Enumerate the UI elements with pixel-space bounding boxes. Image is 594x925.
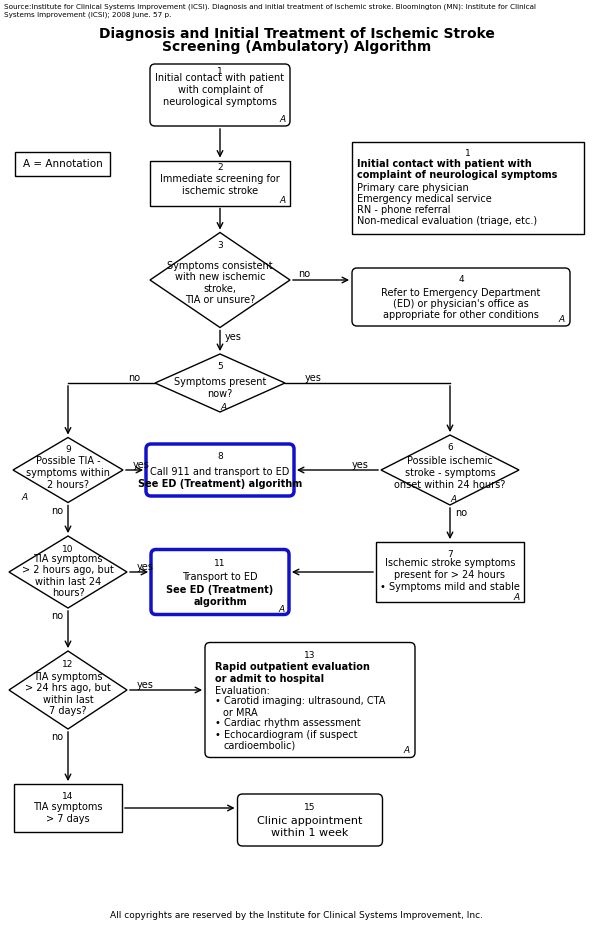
Text: Clinic appointment
within 1 week: Clinic appointment within 1 week: [257, 816, 363, 838]
FancyBboxPatch shape: [238, 794, 383, 846]
Text: Symptoms consistent
with new ischemic
stroke,
TIA or unsure?: Symptoms consistent with new ischemic st…: [167, 261, 273, 305]
Text: TIA symptoms
> 2 hours ago, but
within last 24
hours?: TIA symptoms > 2 hours ago, but within l…: [22, 553, 114, 598]
Text: A: A: [279, 605, 285, 614]
Text: A: A: [280, 196, 286, 205]
Text: See ED (Treatment) algorithm: See ED (Treatment) algorithm: [138, 479, 302, 489]
Polygon shape: [155, 354, 285, 412]
Text: Diagnosis and Initial Treatment of Ischemic Stroke: Diagnosis and Initial Treatment of Ische…: [99, 27, 495, 41]
Text: cardioembolic): cardioembolic): [223, 741, 295, 750]
Text: 8: 8: [217, 452, 223, 461]
Text: 12: 12: [62, 660, 74, 669]
Text: A = Annotation: A = Annotation: [23, 159, 102, 169]
Text: • Carotid imaging: ultrasound, CTA: • Carotid imaging: ultrasound, CTA: [215, 697, 386, 707]
Text: (ED) or physician's office as: (ED) or physician's office as: [393, 299, 529, 309]
Text: 6: 6: [447, 443, 453, 452]
Polygon shape: [9, 651, 127, 729]
Text: Transport to ED: Transport to ED: [182, 572, 258, 582]
Text: Rapid outpatient evaluation: Rapid outpatient evaluation: [215, 662, 370, 672]
Text: Initial contact with patient
with complaint of
neurological symptoms: Initial contact with patient with compla…: [156, 73, 285, 106]
Text: A: A: [451, 496, 457, 504]
Text: no: no: [51, 611, 63, 621]
Text: 7: 7: [447, 550, 453, 559]
FancyBboxPatch shape: [151, 549, 289, 614]
Bar: [352, 142, 584, 234]
Text: algorithm: algorithm: [193, 597, 247, 607]
Text: yes: yes: [137, 680, 154, 690]
Text: Ischemic stroke symptoms
present for > 24 hours
• Symptoms mild and stable: Ischemic stroke symptoms present for > 2…: [380, 559, 520, 592]
Bar: [14, 784, 122, 832]
Text: yes: yes: [137, 562, 154, 572]
Polygon shape: [13, 438, 123, 502]
Text: yes: yes: [225, 332, 242, 342]
Text: A: A: [280, 116, 286, 125]
Text: or MRA: or MRA: [223, 708, 258, 718]
Text: • Cardiac rhythm assessment: • Cardiac rhythm assessment: [215, 719, 361, 729]
Text: All copyrights are reserved by the Institute for Clinical Systems Improvement, I: All copyrights are reserved by the Insti…: [110, 910, 484, 919]
Text: Evaluation:: Evaluation:: [215, 685, 270, 696]
Text: 10: 10: [62, 545, 74, 554]
Text: A: A: [404, 746, 410, 755]
Text: 5: 5: [217, 362, 223, 371]
Text: yes: yes: [352, 460, 369, 470]
Bar: [150, 161, 290, 205]
Text: A: A: [514, 593, 520, 601]
Text: Possible TIA -
symptoms within
2 hours?: Possible TIA - symptoms within 2 hours?: [26, 456, 110, 489]
Text: Primary care physician: Primary care physician: [357, 183, 469, 193]
Text: See ED (Treatment): See ED (Treatment): [166, 585, 274, 595]
Text: A: A: [559, 314, 565, 324]
Text: Refer to Emergency Department: Refer to Emergency Department: [381, 288, 541, 298]
Text: no: no: [455, 508, 467, 518]
Text: no: no: [128, 373, 140, 383]
Polygon shape: [150, 232, 290, 327]
Text: 4: 4: [458, 275, 464, 284]
Text: Immediate screening for
ischemic stroke: Immediate screening for ischemic stroke: [160, 174, 280, 196]
Text: 9: 9: [65, 446, 71, 454]
Text: 11: 11: [214, 559, 226, 568]
FancyBboxPatch shape: [205, 643, 415, 758]
Text: Source:Institute for Clinical Systems Improvement (ICSI). Diagnosis and initial : Source:Institute for Clinical Systems Im…: [4, 4, 536, 18]
Text: A: A: [22, 493, 28, 502]
Text: 3: 3: [217, 241, 223, 251]
Text: RN - phone referral: RN - phone referral: [357, 205, 450, 215]
Polygon shape: [9, 536, 127, 608]
Text: yes: yes: [133, 460, 150, 470]
Text: 13: 13: [304, 651, 316, 660]
Text: no: no: [298, 269, 310, 279]
Text: TIA symptoms
> 24 hrs ago, but
within last
7 days?: TIA symptoms > 24 hrs ago, but within la…: [25, 672, 111, 716]
Text: no: no: [51, 732, 63, 742]
FancyBboxPatch shape: [150, 64, 290, 126]
FancyBboxPatch shape: [146, 444, 294, 496]
Text: 1: 1: [465, 149, 471, 158]
Text: • Echocardiogram (if suspect: • Echocardiogram (if suspect: [215, 730, 358, 739]
Text: Symptoms present
now?: Symptoms present now?: [174, 377, 266, 399]
Bar: [376, 542, 524, 602]
Text: 15: 15: [304, 803, 316, 812]
Text: appropriate for other conditions: appropriate for other conditions: [383, 310, 539, 320]
Text: 2: 2: [217, 163, 223, 172]
Text: 1: 1: [217, 67, 223, 76]
Text: A: A: [221, 402, 227, 412]
Text: Screening (Ambulatory) Algorithm: Screening (Ambulatory) Algorithm: [162, 40, 432, 54]
Text: TIA symptoms
> 7 days: TIA symptoms > 7 days: [33, 802, 103, 824]
Text: Possible ischemic
stroke - symptoms
onset within 24 hours?: Possible ischemic stroke - symptoms onse…: [394, 456, 505, 489]
FancyBboxPatch shape: [352, 268, 570, 326]
Bar: [15, 152, 110, 176]
Text: Initial contact with patient with: Initial contact with patient with: [357, 159, 532, 169]
Text: Call 911 and transport to ED: Call 911 and transport to ED: [150, 467, 290, 477]
Text: Emergency medical service: Emergency medical service: [357, 194, 492, 204]
Text: or admit to hospital: or admit to hospital: [215, 673, 324, 684]
Text: complaint of neurological symptoms: complaint of neurological symptoms: [357, 170, 557, 180]
Polygon shape: [381, 435, 519, 505]
Text: yes: yes: [305, 373, 322, 383]
Text: no: no: [51, 505, 63, 515]
Text: 14: 14: [62, 792, 74, 801]
Text: Non-medical evaluation (triage, etc.): Non-medical evaluation (triage, etc.): [357, 216, 537, 226]
